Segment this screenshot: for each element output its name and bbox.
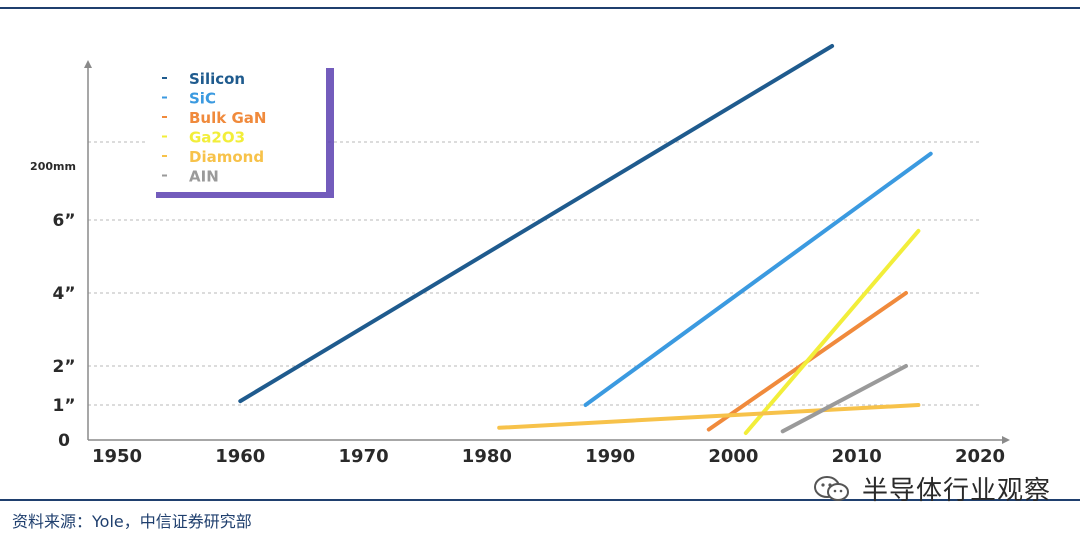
series-line-ain [780,364,908,434]
legend-label: AIN [189,168,219,186]
series-line-silicon [238,44,835,404]
bottom-rule [0,499,1080,501]
x-tick-label: 1980 [462,446,512,467]
y-tick-label: 6” [52,211,75,231]
series-lines [238,44,933,435]
series-line-sic [583,151,933,407]
y-tick-label: 1” [52,396,75,416]
top-rule [0,7,1080,9]
x-tick-label: 1970 [339,446,389,467]
wechat-icon [814,475,849,501]
y-tick-label: 0 [58,431,70,451]
legend-box [148,62,326,192]
x-axis-arrow [1002,436,1010,444]
legend-label: Diamond [189,148,264,166]
legend-label: Silicon [189,70,245,88]
series-line-ga2o3 [743,228,921,435]
y-tick-label: 2” [52,357,75,377]
y-tick-label: 200mm [30,160,76,173]
x-tick-label: 1990 [585,446,635,467]
watermark: 半导体行业观察 [812,470,1051,507]
x-tick-label: 2010 [832,446,882,467]
watermark-text: 半导体行业观察 [862,476,1052,506]
y-tick-label: 4” [52,284,75,304]
x-tick-label: 1960 [215,446,265,467]
series-line-diamond [497,403,921,430]
legend-label: Ga2O3 [189,129,245,147]
y-axis-arrow [84,60,92,68]
x-tick-label: 2000 [708,446,758,467]
legend-label: Bulk GaN [189,109,266,127]
x-tick-label: 2020 [955,446,1005,467]
source-note: 资料来源：Yole，中信证券研究部 [12,512,252,531]
legend-label: SiC [189,90,216,108]
chart: 1950 1960 1970 1980 1990 2000 2010 2020 0 1” 2” 4” 6… [30,44,1010,467]
axes: 1950 1960 1970 1980 1990 2000 2010 2020 0 1” 2” 4” 6… [30,60,1010,467]
x-tick-label: 1950 [92,446,142,467]
